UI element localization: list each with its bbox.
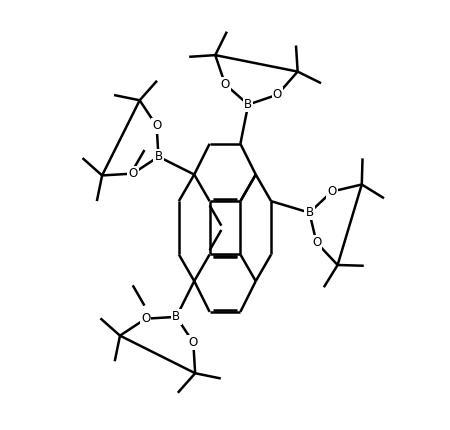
Text: O: O: [312, 236, 321, 249]
Text: B: B: [306, 206, 314, 219]
Text: O: O: [273, 88, 282, 101]
Text: O: O: [128, 167, 137, 180]
Text: B: B: [244, 98, 252, 111]
Text: B: B: [172, 310, 180, 323]
Text: O: O: [189, 336, 198, 349]
Text: O: O: [141, 312, 150, 325]
Text: O: O: [327, 185, 337, 198]
Text: O: O: [152, 120, 161, 132]
Text: B: B: [154, 150, 162, 163]
Text: O: O: [220, 78, 230, 91]
